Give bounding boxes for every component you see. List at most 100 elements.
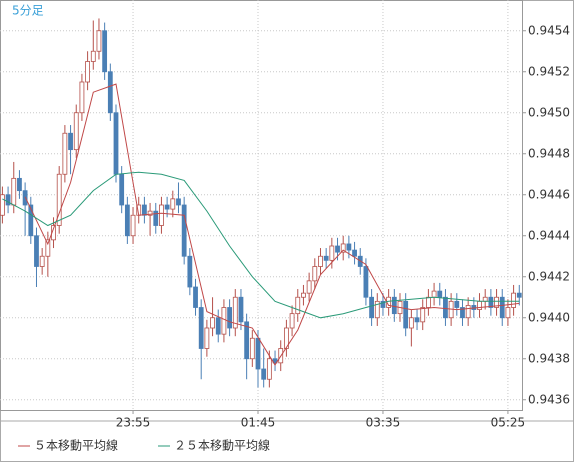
candle-body: [408, 317, 414, 329]
candle-body: [454, 300, 460, 308]
candle-body: [380, 300, 386, 308]
candle-body: [232, 296, 238, 329]
candle-body: [363, 266, 369, 298]
candle-body: [141, 204, 147, 216]
y-tick-label: 0.9442: [528, 269, 570, 283]
y-tick-label: 0.9444: [528, 228, 570, 242]
candle-body: [369, 296, 375, 319]
candle-body: [494, 296, 499, 308]
candle-body: [5, 194, 11, 206]
candle-body: [102, 30, 108, 73]
candle-body: [130, 214, 136, 237]
ma-line: [2, 171, 520, 319]
candle-body: [176, 198, 181, 206]
candle-body: [340, 243, 346, 253]
candle-body: [335, 245, 340, 253]
candle-body: [164, 204, 170, 210]
candle-body: [516, 292, 522, 298]
candle-body: [244, 321, 250, 360]
candle-body: [227, 307, 233, 329]
y-tick-label: 0.9450: [528, 105, 570, 119]
candle-body: [11, 177, 17, 206]
y-tick-label: 0.9438: [528, 351, 570, 365]
candle-body: [124, 204, 130, 237]
candle-body: [318, 255, 323, 267]
candle-body: [431, 290, 437, 298]
candle-body: [204, 327, 210, 349]
candle-body: [17, 177, 22, 192]
candle-body: [238, 296, 244, 323]
candle-body: [159, 204, 164, 226]
candle-body: [56, 173, 62, 226]
candle-body: [39, 255, 45, 267]
y-tick-label: 0.9440: [528, 310, 570, 324]
candle-body: [323, 255, 329, 261]
candle-body: [477, 300, 482, 310]
y-tick-label: 0.9436: [528, 392, 570, 406]
candle-body: [425, 296, 431, 308]
y-tick-label: 0.9452: [528, 64, 570, 78]
x-tick-label: 01:45: [241, 416, 276, 430]
candle-body: [283, 327, 289, 349]
candle-body: [443, 296, 448, 319]
candle-body: [73, 112, 79, 151]
candle-body: [193, 286, 198, 308]
candle-body: [249, 337, 255, 360]
candle-body: [374, 300, 380, 319]
y-tick-label: 0.9454: [528, 23, 570, 37]
candle-body: [113, 112, 119, 175]
candle-body: [90, 50, 96, 62]
candle-body: [266, 358, 272, 380]
candle-body: [391, 296, 397, 315]
legend-label: ５本移動平均線: [34, 438, 118, 453]
candle-body: [295, 296, 301, 315]
candle-body: [68, 132, 73, 151]
ma-line: [24, 83, 520, 366]
candle-body: [79, 81, 85, 114]
candle-body: [153, 210, 159, 226]
candle-body: [301, 292, 306, 298]
candle-body: [255, 337, 261, 370]
candle-body: [414, 317, 420, 323]
x-tick-label: 03:35: [366, 416, 401, 430]
candle-body: [437, 290, 443, 298]
candle-body: [147, 210, 153, 216]
x-tick-label: 23:55: [116, 416, 151, 430]
candle-body: [420, 307, 426, 323]
candle-body: [346, 243, 352, 251]
x-tick-label: 05:25: [491, 416, 526, 430]
candle-body: [34, 235, 39, 267]
candle-body: [198, 307, 204, 349]
candle-body: [96, 30, 102, 52]
candle-body: [119, 173, 125, 206]
candle-body: [306, 280, 312, 294]
candle-body: [482, 296, 488, 302]
candle-body: [505, 307, 511, 319]
candle-body: [107, 71, 113, 114]
candle-body: [181, 204, 187, 257]
candle-body: [170, 198, 176, 210]
candle-body: [221, 307, 227, 335]
candle-body: [85, 61, 90, 83]
candle-body: [289, 313, 295, 329]
candle-body: [403, 300, 409, 329]
candle-body: [460, 307, 465, 319]
candle-body: [312, 266, 318, 282]
candle-body: [215, 317, 221, 335]
candle-body: [28, 204, 34, 237]
candle-body: [329, 245, 335, 261]
chart-title: 5分足: [12, 4, 44, 18]
legend-label: ２５本移動平均線: [174, 438, 270, 453]
y-tick-label: 0.9448: [528, 146, 570, 160]
candle-body: [45, 239, 51, 257]
candle-body: [499, 296, 505, 319]
candle-body: [187, 255, 193, 288]
candle-body: [488, 296, 494, 308]
candle-body: [62, 132, 68, 175]
candle-body: [210, 317, 215, 329]
candle-body: [352, 249, 357, 257]
candle-body: [0, 194, 5, 216]
y-tick-label: 0.9446: [528, 187, 570, 201]
